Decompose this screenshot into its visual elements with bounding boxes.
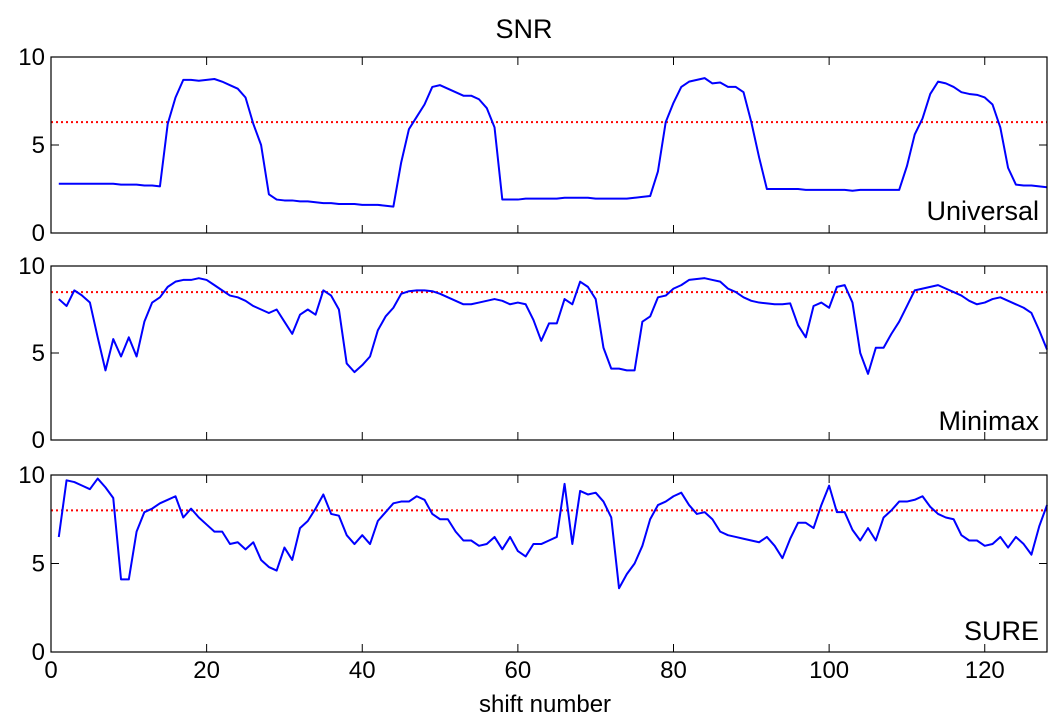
y-tick-label-universal-5: 5 xyxy=(32,132,45,159)
x-tick-label-20: 20 xyxy=(193,657,220,684)
y-tick-label-universal-0: 0 xyxy=(32,220,45,247)
panel-universal: 0 5 10 Universal xyxy=(18,44,1048,247)
x-tick-label-100: 100 xyxy=(809,657,849,684)
figure-title: SNR xyxy=(495,14,552,44)
series-line-minimax xyxy=(58,277,1048,375)
y-tick-label-universal-10: 10 xyxy=(18,44,45,71)
y-tick-label-minimax-0: 0 xyxy=(32,427,45,454)
panel-label-minimax: Minimax xyxy=(938,406,1039,436)
y-tick-label-minimax-10: 10 xyxy=(18,253,45,280)
panel-label-sure: SURE xyxy=(964,616,1039,646)
x-tick-label-0: 0 xyxy=(44,657,57,684)
series-line-universal xyxy=(58,77,1048,208)
x-tick-label-80: 80 xyxy=(660,657,687,684)
x-tick-label-60: 60 xyxy=(505,657,532,684)
y-tick-label-sure-5: 5 xyxy=(32,551,45,578)
panel-label-universal: Universal xyxy=(926,196,1039,226)
y-tick-label-minimax-5: 5 xyxy=(32,340,45,367)
series-line-sure xyxy=(57,477,1048,590)
y-tick-label-sure-0: 0 xyxy=(32,639,45,666)
y-tick-label-sure-10: 10 xyxy=(18,462,45,489)
axes-frame-universal xyxy=(50,56,1048,234)
axes-frame-sure xyxy=(50,474,1048,653)
x-tick-label-120: 120 xyxy=(965,657,1005,684)
panel-minimax: 0 5 10 Minimax xyxy=(18,253,1048,454)
x-tick-label-40: 40 xyxy=(349,657,376,684)
x-axis-label: shift number xyxy=(479,691,611,718)
